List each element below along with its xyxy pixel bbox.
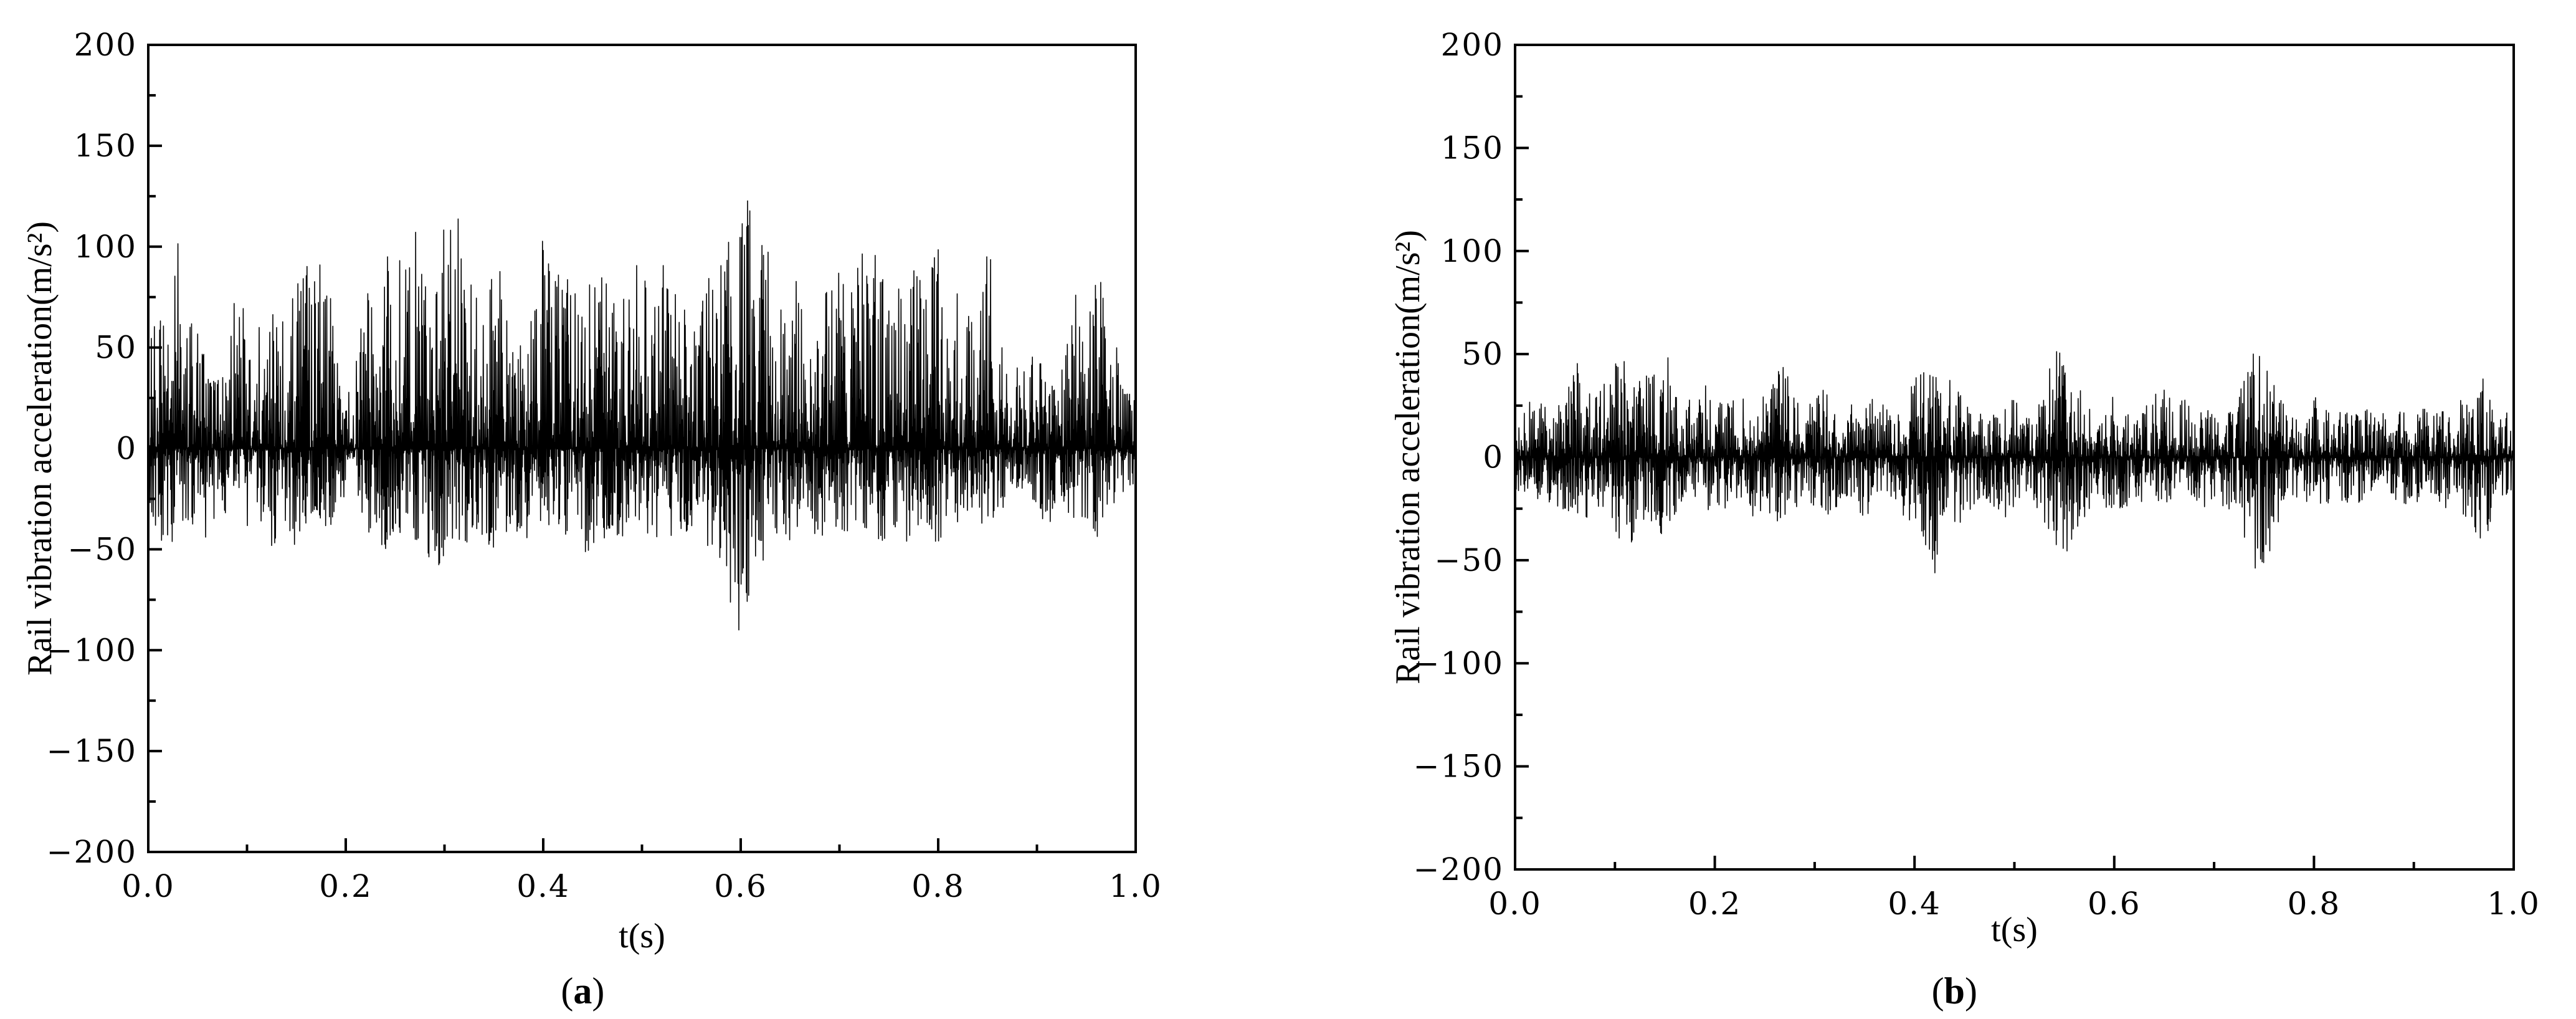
x-tick-label: 0.4 — [1888, 886, 1941, 922]
panel-b: 0.0 0.2 0.4 0.6 0.8 1.0 200 150 100 50 0 −50 −100 −15… — [1389, 27, 2540, 1012]
y-tick-label: −150 — [1414, 749, 1504, 785]
y-tick-label: 50 — [95, 330, 137, 366]
x-axis-label: t(s) — [619, 917, 665, 955]
x-tick-label: 0.8 — [911, 868, 965, 904]
panel-label: (b) — [1932, 970, 1977, 1012]
y-tick-label: 100 — [1441, 233, 1504, 269]
y-tick-label: −200 — [47, 834, 137, 870]
y-tick-label: 50 — [1461, 336, 1504, 372]
y-tick-label: −150 — [47, 733, 137, 769]
y-tick-label: 150 — [74, 128, 137, 164]
x-tick-label: 0.6 — [2088, 886, 2141, 922]
x-tick-label: 0.2 — [319, 868, 373, 904]
x-tick-label: 1.0 — [2487, 886, 2540, 922]
x-tick-label: 1.0 — [1109, 868, 1162, 904]
y-tick-label: 0 — [1483, 439, 1504, 476]
x-tick-label: 0.2 — [1688, 886, 1742, 922]
x-tick-label: 0.0 — [121, 868, 175, 904]
y-tick-label: −100 — [1414, 645, 1504, 681]
panel-label: (a) — [561, 970, 604, 1012]
series-trace — [148, 200, 1136, 631]
panel-a: 0.0 0.2 0.4 0.6 0.8 1.0 200 150 100 50 0 −50 −100 −15… — [21, 27, 1162, 1012]
y-tick-label: −200 — [1414, 851, 1504, 887]
y-tick-label: −50 — [67, 531, 137, 567]
y-tick-label: 0 — [116, 431, 137, 467]
y-tick-label: 200 — [74, 27, 137, 63]
y-tick-label: 100 — [74, 229, 137, 265]
x-tick-label: 0.4 — [516, 868, 570, 904]
y-tick-label: −50 — [1434, 542, 1504, 578]
y-axis-label: Rail vibration acceleration(m/s²) — [1389, 230, 1427, 684]
y-tick-label: 150 — [1441, 130, 1504, 166]
y-tick-label: 200 — [1441, 27, 1504, 63]
y-axis-label: Rail vibration acceleration(m/s²) — [21, 221, 59, 676]
x-tick-label: 0.0 — [1488, 886, 1542, 922]
series-trace — [1514, 351, 2514, 573]
x-tick-label: 0.8 — [2288, 886, 2341, 922]
x-axis-label: t(s) — [1991, 911, 2038, 949]
x-tick-label: 0.6 — [714, 868, 768, 904]
y-tick-label: −100 — [47, 632, 137, 668]
